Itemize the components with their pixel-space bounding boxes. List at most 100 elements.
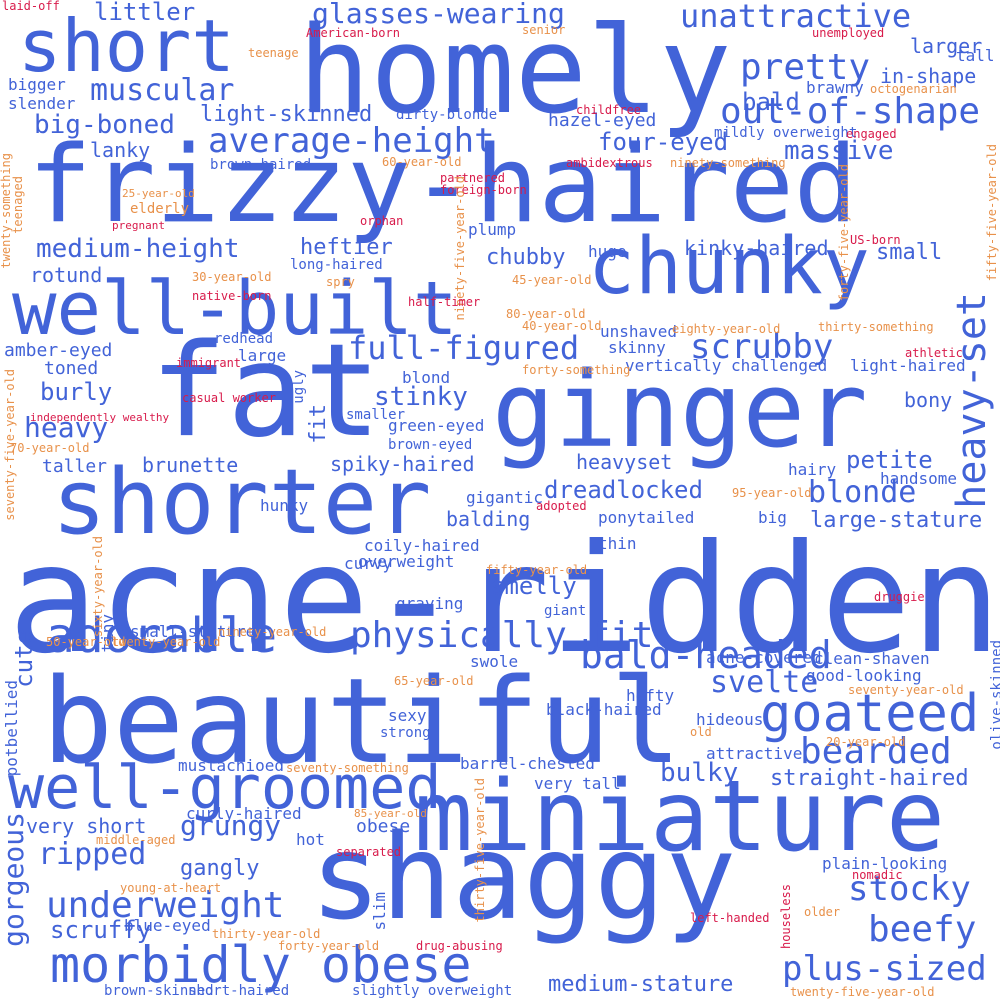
word-good-looking: good-looking: [806, 666, 922, 685]
word-stocky: stocky: [848, 869, 971, 909]
word-seventy-year-old: seventy-year-old: [848, 683, 964, 697]
word-engaged: engaged: [846, 127, 897, 141]
word-well-groomed: well-groomed: [8, 753, 442, 823]
word-stinky: stinky: [374, 382, 468, 412]
word-short-haired: short-haired: [188, 983, 290, 999]
word-left-handed: left-handed: [690, 911, 770, 925]
word-larger: larger: [910, 34, 983, 58]
word-bony: bony: [904, 388, 953, 412]
word-average-height: average-height: [208, 121, 495, 161]
word-blonde: blonde: [808, 475, 917, 510]
word-thirty-something: thirty-something: [818, 320, 934, 334]
word-slim: slim: [370, 892, 389, 931]
word-glasses-wearing: glasses-wearing: [312, 0, 565, 30]
word-bald-headed: bald-headed: [580, 633, 832, 677]
word-brown-skinned: brown-skinned: [104, 983, 214, 999]
word-30-year-old: 30-year-old: [192, 270, 272, 284]
word-senior: senior: [522, 23, 566, 37]
word-olive-skinned: olive-skinned: [989, 640, 1000, 750]
word-potbellied: potbellied: [2, 680, 21, 777]
word-hideous: hideous: [696, 710, 764, 729]
word-underweight: underweight: [46, 885, 285, 926]
word-taller: taller: [42, 456, 108, 477]
word-ugly: ugly: [291, 370, 307, 404]
word-four-eyed: four-eyed: [598, 128, 729, 156]
word-twenty-five-year-old: twenty-five-year-old: [790, 985, 935, 999]
word-swole: swole: [470, 652, 519, 671]
word-teenaged: teenaged: [11, 176, 25, 234]
word-childfree: childfree: [576, 103, 642, 117]
word-bald: bald: [742, 88, 800, 116]
word-20-year-old: 20-year-old: [826, 735, 906, 749]
word-shaggy: shaggy: [310, 808, 737, 946]
word-pretty: pretty: [740, 47, 871, 88]
word-65-year-old: 65-year-old: [394, 674, 474, 688]
word-medium-height: medium-height: [36, 234, 240, 264]
word-bigger: bigger: [8, 75, 66, 94]
word-attractive: attractive: [706, 744, 803, 763]
word-unshaved: unshaved: [600, 322, 678, 341]
word-seventy-something: seventy-something: [286, 761, 409, 775]
word-hairy: hairy: [788, 460, 837, 479]
word-sixty-year-old: sixty-year-old: [91, 536, 105, 638]
word-light-haired: light-haired: [850, 356, 966, 375]
word-eighty-year-old: eighty-year-old: [672, 322, 781, 336]
word-drug-abusing: drug-abusing: [416, 939, 503, 953]
word-thirty-five-year-old: thirty-five-year-old: [473, 778, 487, 923]
word-brunette: brunette: [142, 453, 239, 477]
word-strong: strong: [380, 725, 431, 741]
word-foreign-born: foreign-born: [440, 183, 527, 197]
word-plain-looking: plain-looking: [822, 854, 948, 873]
word-slightly-overweight: slightly overweight: [352, 983, 513, 999]
word-gorgeous: gorgeous: [0, 812, 30, 947]
word-casual-worker: casual worker: [182, 391, 276, 405]
word-young-at-heart: young-at-heart: [120, 881, 222, 895]
word-plump: plump: [468, 220, 517, 239]
word-independently-wealthy: independently wealthy: [30, 411, 170, 424]
word-spry: spry: [326, 275, 355, 289]
word-huge: huge: [588, 242, 627, 261]
word-houseless: houseless: [779, 884, 793, 950]
word-ambidextrous: ambidextrous: [566, 156, 653, 170]
word-petite: petite: [846, 446, 933, 474]
word-native-born: native-born: [192, 289, 272, 303]
word-out-of-shape: out-of-shape: [720, 91, 981, 132]
word-blue-eyed: blue-eyed: [124, 916, 211, 935]
word-gigantic: gigantic: [466, 488, 544, 507]
word-hefty: hefty: [626, 686, 675, 705]
word-smaller: smaller: [346, 407, 406, 423]
word-85-year-old: 85-year-old: [354, 807, 427, 820]
word-fifty-year-old: fifty-year-old: [486, 563, 588, 577]
word-balding: balding: [446, 507, 531, 531]
word-coily-haired: coily-haired: [364, 536, 480, 555]
word-amber-eyed: amber-eyed: [4, 340, 113, 361]
word-half-timer: half-timer: [408, 295, 481, 309]
word-adorable: adorable: [46, 608, 278, 664]
word-slender: slender: [8, 94, 76, 113]
word-dirty-blonde: dirty-blonde: [396, 107, 498, 123]
word-60-year-old: 60-year-old: [382, 155, 462, 169]
word-ginger: ginger: [492, 349, 868, 471]
word-forty-something: forty-something: [522, 363, 631, 377]
word-medium-stature: medium-stature: [548, 972, 734, 997]
word-thin: thin: [598, 534, 637, 553]
word-large-stature: large-stature: [810, 508, 983, 533]
word-black-haired: black-haired: [546, 700, 662, 719]
word-smelly: smelly: [490, 572, 577, 600]
word-ninety-year-old: ninety-year-old: [218, 625, 327, 639]
word-octogenarian: octogenarian: [870, 82, 957, 96]
word-twenty-year-old: twenty-year-old: [112, 635, 221, 649]
word-old: old: [690, 725, 712, 739]
word-big-boned: big-boned: [34, 110, 175, 140]
word-laid-off: laid-off: [2, 0, 60, 13]
word-orphan: orphan: [360, 214, 404, 228]
word-burly: burly: [40, 378, 113, 406]
word-ninety-something: ninety-something: [670, 156, 786, 170]
word-hot: hot: [296, 830, 325, 849]
word-redhead: redhead: [214, 331, 274, 347]
word-full-figured: full-figured: [348, 329, 580, 367]
word-bearded: bearded: [800, 731, 952, 772]
word-physically-fit: physically fit: [350, 615, 654, 656]
word-middle-aged: middle-aged: [96, 833, 176, 847]
word-morbidly-obese: morbidly obese: [50, 936, 472, 994]
